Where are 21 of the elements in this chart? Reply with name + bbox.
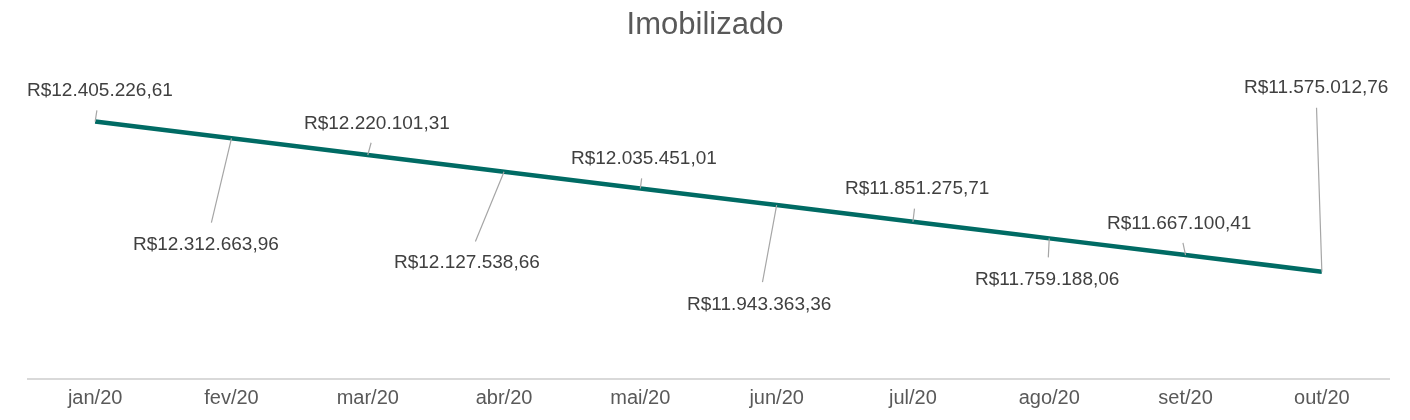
x-tick-label: abr/20: [475, 385, 533, 408]
x-tick-label: fev/20: [204, 385, 259, 408]
data-label: R$12.312.663,96: [133, 233, 279, 254]
data-label: R$12.405.226,61: [27, 79, 173, 100]
data-label: R$11.667.100,41: [1107, 212, 1252, 233]
data-label: R$11.943.363,36: [687, 293, 832, 314]
x-tick-label: ago/20: [1018, 385, 1080, 408]
data-label: R$12.220.101,31: [304, 112, 450, 133]
data-label: R$12.127.538,66: [394, 251, 540, 272]
x-tick-label: out/20: [1294, 385, 1350, 408]
x-tick-label: jan/20: [66, 385, 123, 408]
x-tick-label: set/20: [1158, 385, 1213, 408]
x-tick-label: mar/20: [336, 385, 399, 408]
x-tick-label: mai/20: [610, 385, 671, 408]
data-label: R$11.759.188,06: [975, 268, 1120, 289]
data-label: R$11.575.012,76: [1244, 76, 1389, 97]
data-label: R$11.851.275,71: [845, 177, 990, 198]
x-tick-label: jun/20: [748, 385, 804, 408]
chart-title: Imobilizado: [626, 6, 784, 42]
data-label: R$12.035.451,01: [571, 147, 717, 168]
x-tick-label: jul/20: [888, 385, 937, 408]
